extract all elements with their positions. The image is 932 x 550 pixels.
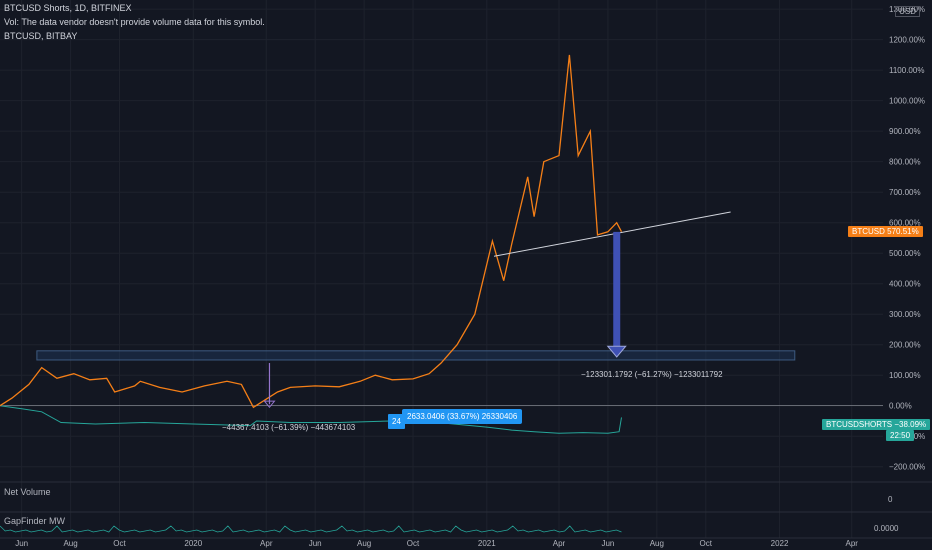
gapfinder-axis-label: 0.0000 [874,524,899,533]
measure-label-2021[interactable]: −123301.1792 (−61.27%) −1233011792 [581,370,723,379]
y-tick-label: 500.00% [889,249,921,258]
x-tick-label: Jun [15,539,28,548]
btcusd-badge-value: 570.51% [887,227,919,236]
trend-line[interactable] [493,211,731,257]
btcusd-series-line [0,54,623,409]
currency-label[interactable]: USD [895,6,920,17]
x-tick-label: Apr [845,539,858,548]
btcusd-price-badge: BTCUSD 570.51% [848,226,923,237]
shorts-badge-name: BTCUSDSHORTS [826,420,893,429]
y-tick-label: 600.00% [889,219,921,228]
y-tick-label: 900.00% [889,127,921,136]
gapfinder-label[interactable]: GapFinder MW [4,516,66,526]
net-volume-label[interactable]: Net Volume [4,487,51,497]
y-tick-label: 100.00% [889,371,921,380]
btcusdshorts-series-line [0,405,622,434]
x-tick-label: Oct [700,539,713,548]
grid-lines [0,0,883,538]
net-volume-axis-label: 0 [888,495,893,504]
x-tick-label: 2022 [771,539,789,548]
x-tick-label: 2020 [184,539,202,548]
x-tick-label: Aug [650,539,664,548]
y-tick-label: 200.00% [889,341,921,350]
y-tick-label: 0.00% [889,402,912,411]
measure-label-2020[interactable]: −44367.4103 (−61.39%) −443674103 [222,423,356,432]
measure-arrow-2021-head [606,345,627,358]
x-tick-label: Jun [601,539,614,548]
y-tick-label: −200.00% [889,463,925,472]
x-axis-ticks: Jun Aug Oct 2020 Apr Jun Aug Oct 2021 Apr Jun Aug Oc… [15,539,858,548]
measure-label-prefix[interactable]: 24 [388,414,405,429]
y-tick-label: 300.00% [889,310,921,319]
btcusd-badge-name: BTCUSD [852,227,885,236]
x-tick-label: Aug [63,539,77,548]
x-tick-label: Oct [113,539,126,548]
y-tick-label: 1300.00% [889,5,925,14]
shorts-badge-value: −38.09% [894,420,927,429]
y-tick-label: 1200.00% [889,36,925,45]
y-axis-ticks: 1300.00% 1200.00% 1100.00% 1000.00% 900.00% 8… [889,5,925,472]
gapfinder-series-line [0,525,622,533]
legend-title[interactable]: BTCUSD Shorts, 1D, BITFINEX [4,3,132,13]
shorts-price-badge: BTCUSDSHORTS −38.09% [822,419,931,430]
x-tick-label: Jun [309,539,322,548]
legend-volume-note: Vol: The data vendor doesn't provide vol… [4,17,265,27]
x-tick-label: Apr [260,539,273,548]
legend-compare-symbol[interactable]: BTCUSD, BITBAY [4,31,78,41]
y-tick-label: 1100.00% [889,66,924,75]
x-tick-label: Apr [553,539,566,548]
x-tick-label: 2021 [478,539,496,548]
y-tick-label: 400.00% [889,280,921,289]
x-tick-label: Oct [407,539,420,548]
support-zone-rectangle[interactable] [36,350,796,361]
x-tick-label: Aug [357,539,371,548]
measure-label-shorts[interactable]: 2633.0406 (33.67%) 26330406 [402,409,523,424]
y-tick-label: 700.00% [889,188,921,197]
y-tick-label: 1000.00% [889,97,925,106]
y-tick-label: 800.00% [889,158,921,167]
measure-arrow-2020-head [263,400,276,409]
bar-countdown-badge: 22:50 [886,430,915,441]
